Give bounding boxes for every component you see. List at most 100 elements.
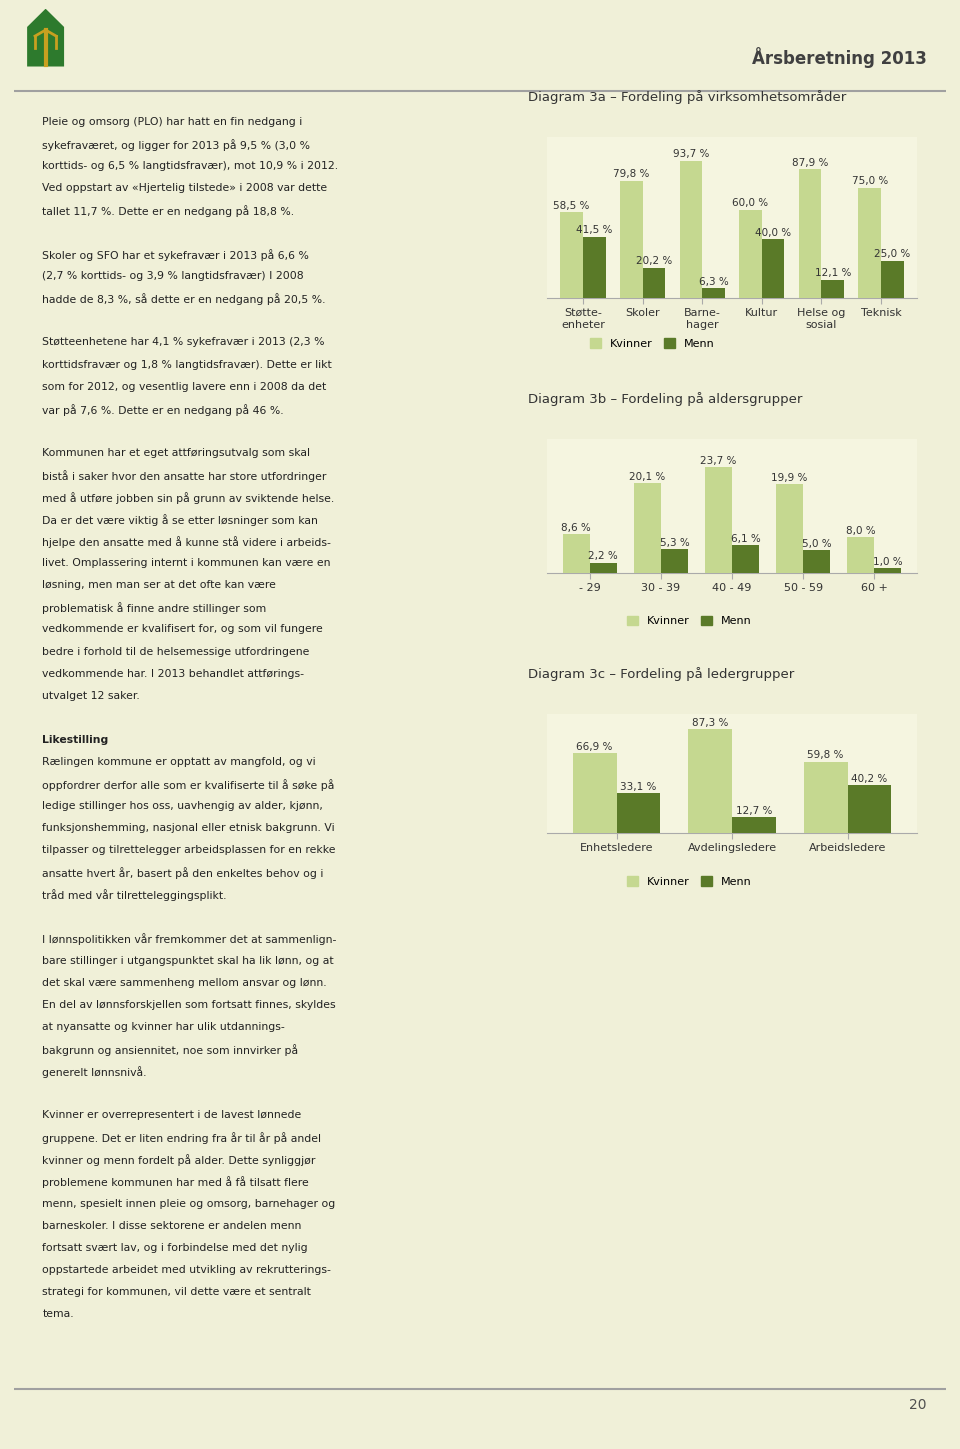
Text: bare stillinger i utgangspunktet skal ha lik lønn, og at: bare stillinger i utgangspunktet skal ha…	[42, 956, 334, 965]
Text: vedkommende har. I 2013 behandlet attførings-: vedkommende har. I 2013 behandlet attfør…	[42, 668, 304, 678]
Bar	[776, 484, 804, 572]
Bar	[822, 280, 844, 297]
Bar	[616, 793, 660, 833]
Text: bistå i saker hvor den ansatte har store utfordringer: bistå i saker hvor den ansatte har store…	[42, 469, 326, 483]
Bar	[634, 483, 660, 572]
Text: 66,9 %: 66,9 %	[576, 742, 612, 752]
Text: 59,8 %: 59,8 %	[807, 751, 844, 761]
Text: kvinner og menn fordelt på alder. Dette synliggjør: kvinner og menn fordelt på alder. Dette …	[42, 1155, 316, 1166]
Bar	[804, 551, 830, 572]
Text: fortsatt svært lav, og i forbindelse med det nylig: fortsatt svært lav, og i forbindelse med…	[42, 1243, 308, 1252]
Text: at nyansatte og kvinner har ulik utdannings-: at nyansatte og kvinner har ulik utdanni…	[42, 1022, 285, 1032]
Text: var på 7,6 %. Dette er en nedgang på 46 %.: var på 7,6 %. Dette er en nedgang på 46 …	[42, 404, 284, 416]
Text: 12,1 %: 12,1 %	[814, 268, 851, 278]
Text: hadde de 8,3 %, så dette er en nedgang på 20,5 %.: hadde de 8,3 %, så dette er en nedgang p…	[42, 293, 325, 306]
Text: 33,1 %: 33,1 %	[620, 782, 657, 793]
Text: Kvinner er overrepresentert i de lavest lønnede: Kvinner er overrepresentert i de lavest …	[42, 1110, 301, 1120]
Bar	[642, 268, 665, 297]
Bar	[762, 239, 784, 297]
Text: tema.: tema.	[42, 1308, 74, 1319]
Bar	[563, 535, 589, 572]
Text: det skal være sammenheng mellom ansvar og lønn.: det skal være sammenheng mellom ansvar o…	[42, 978, 327, 988]
Text: 12,7 %: 12,7 %	[735, 806, 772, 816]
Text: 93,7 %: 93,7 %	[673, 149, 709, 159]
Text: utvalget 12 saker.: utvalget 12 saker.	[42, 691, 140, 701]
Bar	[858, 188, 881, 297]
Text: med å utføre jobben sin på grunn av sviktende helse.: med å utføre jobben sin på grunn av svik…	[42, 493, 335, 504]
Text: generelt lønnsnivå.: generelt lønnsnivå.	[42, 1066, 147, 1078]
Text: 58,5 %: 58,5 %	[554, 200, 589, 210]
Text: ledige stillinger hos oss, uavhengig av alder, kjønn,: ledige stillinger hos oss, uavhengig av …	[42, 801, 324, 811]
Text: problemene kommunen har med å få tilsatt flere: problemene kommunen har med å få tilsatt…	[42, 1177, 309, 1188]
Text: 60,0 %: 60,0 %	[732, 199, 769, 209]
Text: 2,2 %: 2,2 %	[588, 552, 618, 561]
Bar	[799, 170, 822, 297]
Text: løsning, men man ser at det ofte kan være: løsning, men man ser at det ofte kan vær…	[42, 580, 276, 590]
Text: 79,8 %: 79,8 %	[613, 170, 650, 180]
Bar	[804, 762, 848, 833]
Text: 5,0 %: 5,0 %	[802, 539, 831, 549]
Text: 87,9 %: 87,9 %	[792, 158, 828, 168]
Text: Diagram 3b – Fordeling på aldersgrupper: Diagram 3b – Fordeling på aldersgrupper	[528, 391, 803, 406]
Text: bakgrunn og ansiennitet, noe som innvirker på: bakgrunn og ansiennitet, noe som innvirk…	[42, 1043, 299, 1056]
Text: ansatte hvert år, basert på den enkeltes behov og i: ansatte hvert år, basert på den enkeltes…	[42, 868, 324, 880]
Bar	[732, 817, 776, 833]
Bar	[561, 212, 583, 297]
Text: livet. Omplassering internt i kommunen kan være en: livet. Omplassering internt i kommunen k…	[42, 558, 331, 568]
Legend: Kvinner, Menn: Kvinner, Menn	[589, 339, 714, 349]
Text: Kommunen har et eget attføringsutvalg som skal: Kommunen har et eget attføringsutvalg so…	[42, 448, 310, 458]
Text: 8,6 %: 8,6 %	[562, 523, 591, 533]
Polygon shape	[27, 9, 64, 67]
Text: 6,1 %: 6,1 %	[731, 535, 760, 543]
Text: korttidsfravær og 1,8 % langtidsfravær). Dette er likt: korttidsfravær og 1,8 % langtidsfravær).…	[42, 359, 332, 369]
Text: korttids- og 6,5 % langtidsfravær), mot 10,9 % i 2012.: korttids- og 6,5 % langtidsfravær), mot …	[42, 161, 339, 171]
Text: 25,0 %: 25,0 %	[875, 249, 910, 259]
Text: (2,7 % korttids- og 3,9 % langtidsfravær) I 2008: (2,7 % korttids- og 3,9 % langtidsfravær…	[42, 271, 304, 281]
Bar	[589, 562, 617, 572]
Bar	[572, 753, 616, 833]
Text: problematisk å finne andre stillinger som: problematisk å finne andre stillinger so…	[42, 603, 267, 614]
Text: Rælingen kommune er opptatt av mangfold, og vi: Rælingen kommune er opptatt av mangfold,…	[42, 756, 316, 767]
Text: Da er det være viktig å se etter løsninger som kan: Da er det være viktig å se etter løsning…	[42, 514, 318, 526]
Text: tallet 11,7 %. Dette er en nedgang på 18,8 %.: tallet 11,7 %. Dette er en nedgang på 18…	[42, 204, 295, 217]
Text: 40,0 %: 40,0 %	[756, 227, 791, 238]
Text: gruppene. Det er liten endring fra år til år på andel: gruppene. Det er liten endring fra år ti…	[42, 1132, 322, 1145]
Text: 23,7 %: 23,7 %	[700, 455, 736, 465]
Text: strategi for kommunen, vil dette være et sentralt: strategi for kommunen, vil dette være et…	[42, 1287, 311, 1297]
Text: Likestilling: Likestilling	[42, 735, 108, 745]
Legend: Kvinner, Menn: Kvinner, Menn	[627, 616, 752, 626]
Text: tilpasser og tilrettelegger arbeidsplassen for en rekke: tilpasser og tilrettelegger arbeidsplass…	[42, 845, 336, 855]
Bar	[732, 545, 759, 572]
Bar	[702, 288, 725, 297]
Text: 20,2 %: 20,2 %	[636, 256, 672, 267]
Legend: Kvinner, Menn: Kvinner, Menn	[627, 877, 752, 887]
Text: I lønnspolitikken vår fremkommer det at sammenlign-: I lønnspolitikken vår fremkommer det at …	[42, 933, 337, 945]
Text: funksjonshemming, nasjonal eller etnisk bakgrunn. Vi: funksjonshemming, nasjonal eller etnisk …	[42, 823, 335, 833]
Text: 6,3 %: 6,3 %	[699, 277, 729, 287]
Text: tråd med vår tilretteleggingsplikt.: tråd med vår tilretteleggingsplikt.	[42, 890, 227, 901]
Text: 20: 20	[909, 1398, 927, 1411]
Bar	[739, 210, 762, 297]
Bar	[680, 161, 702, 297]
Bar	[848, 785, 892, 833]
Text: Støtteenhetene har 4,1 % sykefravær i 2013 (2,3 %: Støtteenhetene har 4,1 % sykefravær i 20…	[42, 338, 324, 348]
Bar	[705, 467, 732, 572]
Text: 19,9 %: 19,9 %	[772, 472, 807, 483]
Bar	[660, 549, 688, 572]
Text: Ved oppstart av «Hjertelig tilstede» i 2008 var dette: Ved oppstart av «Hjertelig tilstede» i 2…	[42, 183, 327, 193]
Text: bedre i forhold til de helsemessige utfordringene: bedre i forhold til de helsemessige utfo…	[42, 646, 310, 656]
Text: barneskoler. I disse sektorene er andelen menn: barneskoler. I disse sektorene er andele…	[42, 1220, 301, 1230]
Text: 8,0 %: 8,0 %	[846, 526, 876, 536]
Text: som for 2012, og vesentlig lavere enn i 2008 da det: som for 2012, og vesentlig lavere enn i …	[42, 381, 326, 391]
Text: Årsberetning 2013: Årsberetning 2013	[752, 46, 927, 68]
Text: Skoler og SFO har et sykefravær i 2013 på 6,6 %: Skoler og SFO har et sykefravær i 2013 p…	[42, 249, 309, 261]
Text: 87,3 %: 87,3 %	[692, 717, 729, 727]
Text: oppfordrer derfor alle som er kvalifiserte til å søke på: oppfordrer derfor alle som er kvalifiser…	[42, 780, 335, 791]
Bar	[583, 238, 606, 297]
Text: oppstartede arbeidet med utvikling av rekrutterings-: oppstartede arbeidet med utvikling av re…	[42, 1265, 331, 1275]
Text: Diagram 3a – Fordeling på virksomhetsområder: Diagram 3a – Fordeling på virksomhetsomr…	[528, 90, 847, 104]
Bar	[620, 181, 642, 297]
Text: 5,3 %: 5,3 %	[660, 538, 689, 548]
Text: 40,2 %: 40,2 %	[852, 774, 888, 784]
Text: En del av lønnsforskjellen som fortsatt finnes, skyldes: En del av lønnsforskjellen som fortsatt …	[42, 1000, 336, 1010]
